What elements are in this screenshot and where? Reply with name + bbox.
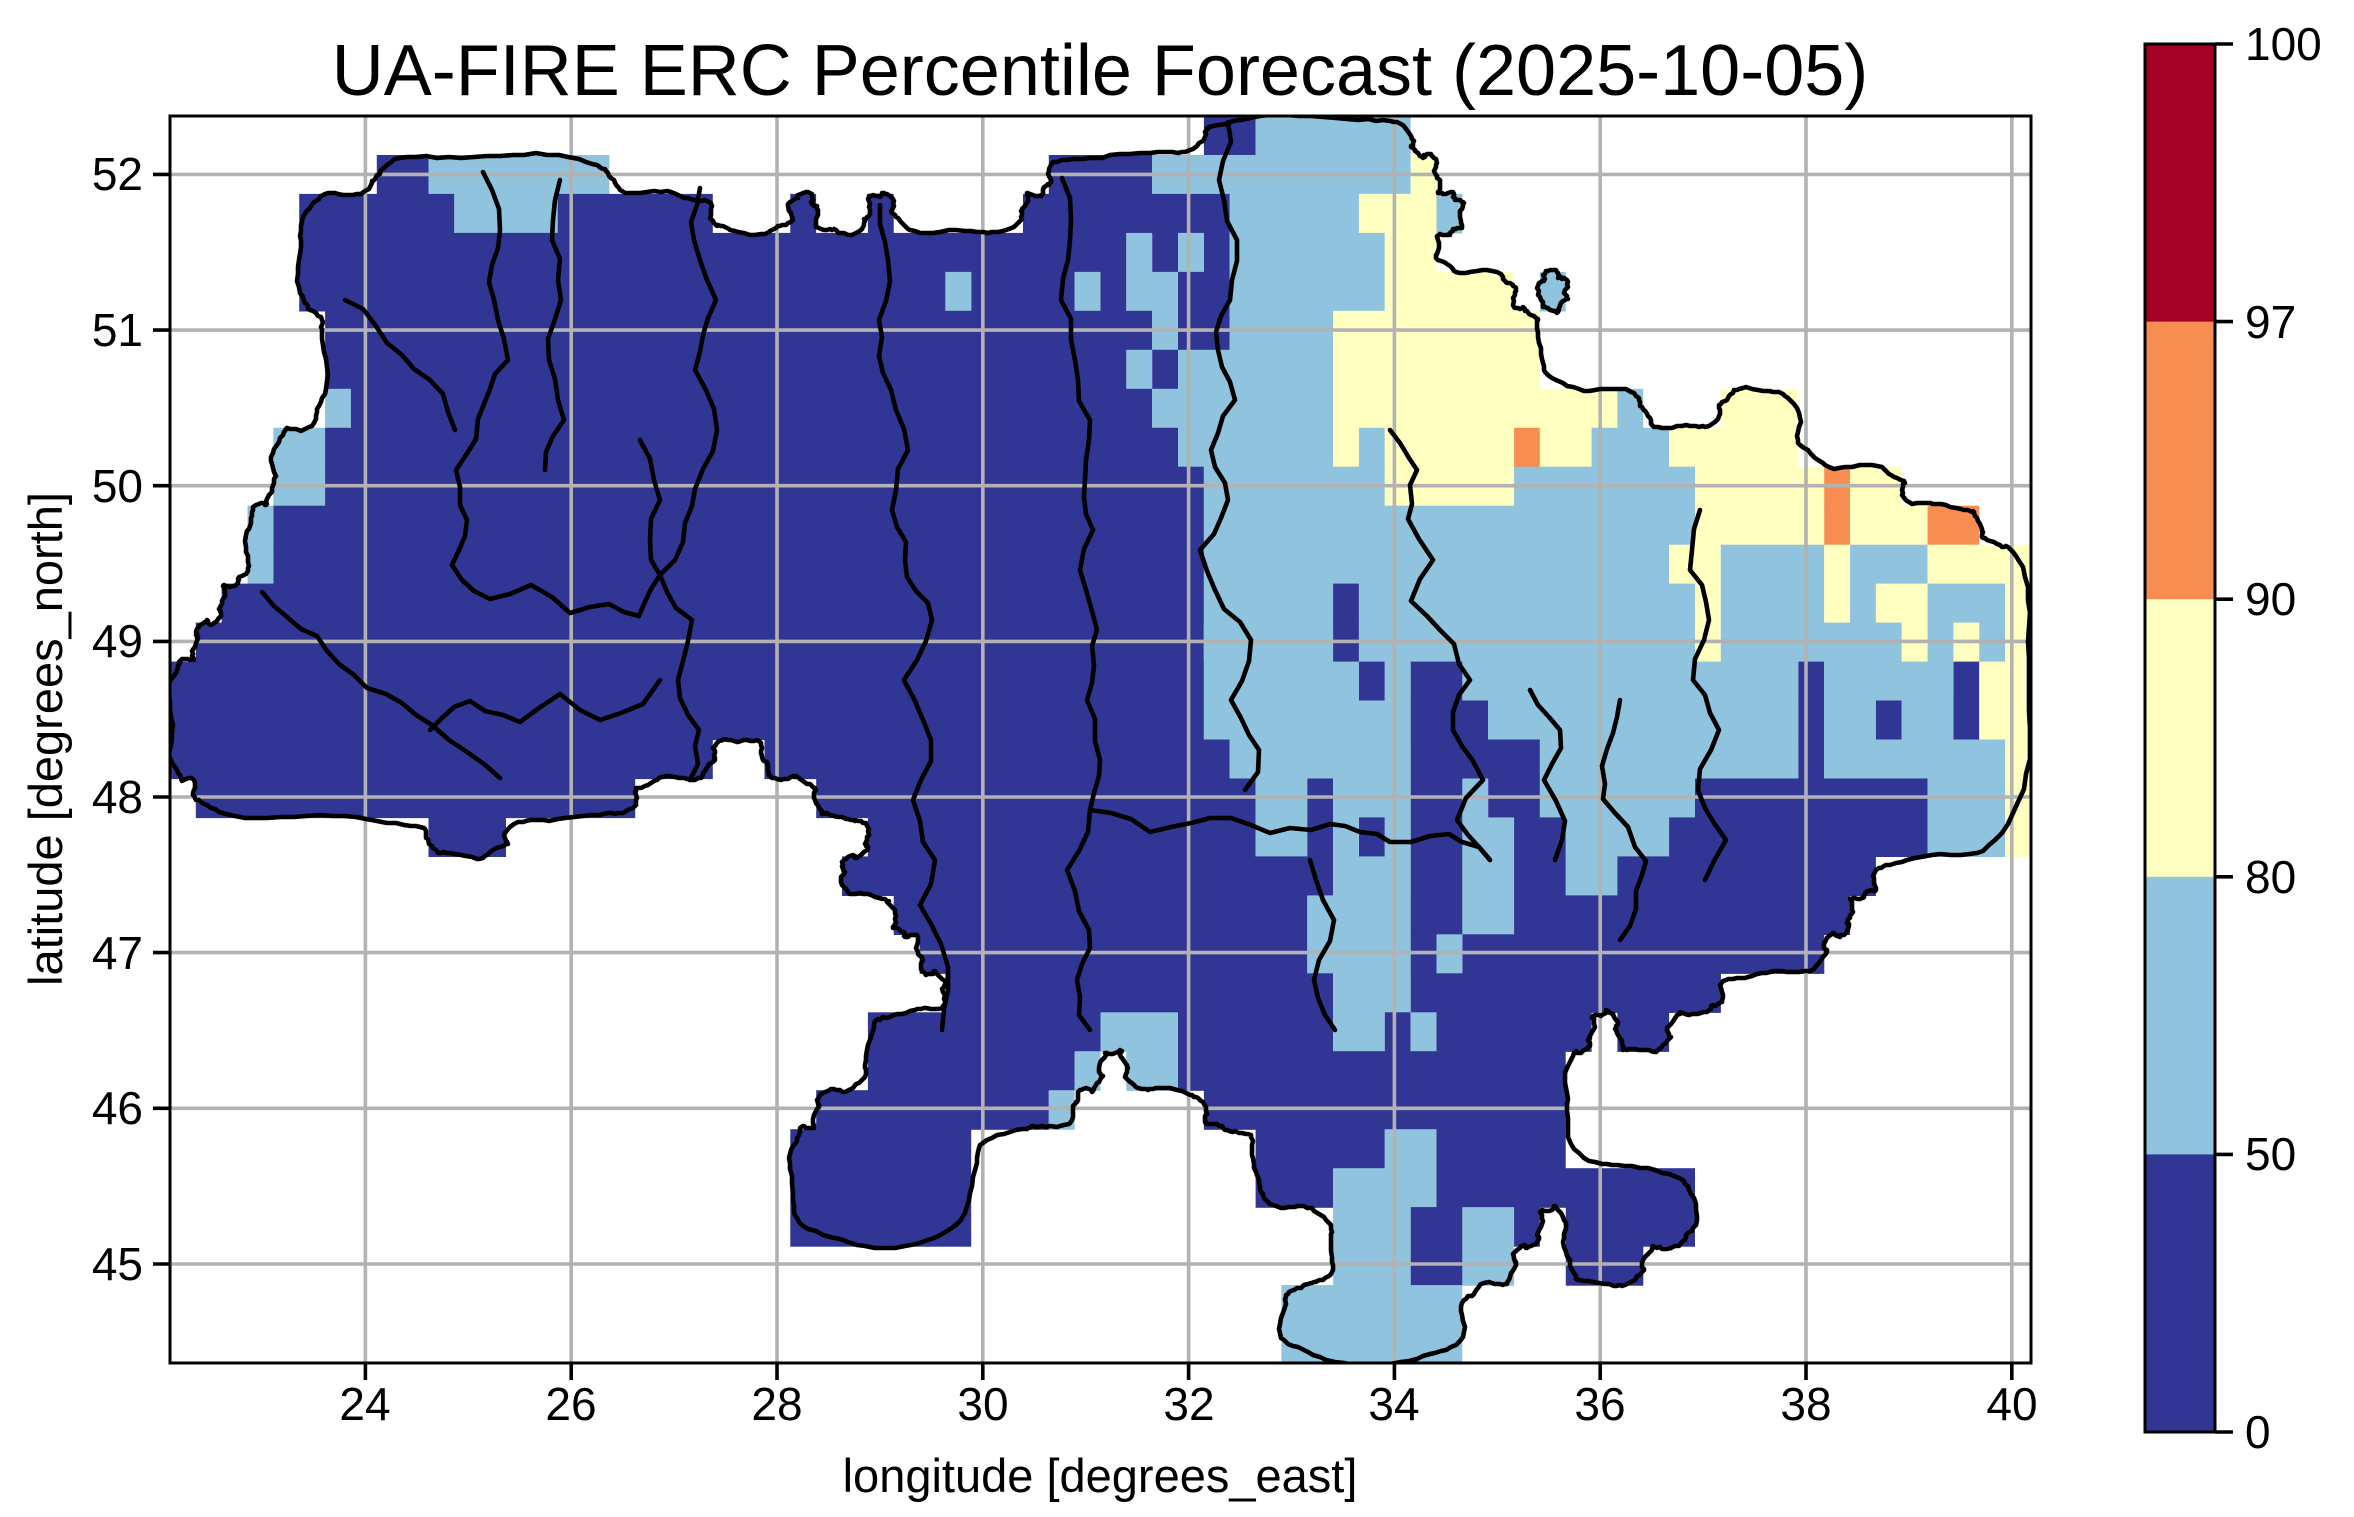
svg-text:30: 30	[957, 1378, 1008, 1430]
svg-text:0: 0	[2245, 1406, 2271, 1458]
svg-text:50: 50	[92, 460, 143, 512]
svg-text:34: 34	[1368, 1378, 1419, 1430]
svg-text:52: 52	[92, 148, 143, 200]
svg-text:50: 50	[2245, 1128, 2296, 1180]
svg-text:24: 24	[339, 1378, 390, 1430]
svg-text:80: 80	[2245, 851, 2296, 903]
svg-text:45: 45	[92, 1238, 143, 1290]
svg-text:100: 100	[2245, 18, 2322, 70]
svg-text:40: 40	[1986, 1378, 2037, 1430]
svg-text:46: 46	[92, 1082, 143, 1134]
svg-text:97: 97	[2245, 296, 2296, 348]
svg-text:32: 32	[1163, 1378, 1214, 1430]
svg-text:latitude [degrees_north]: latitude [degrees_north]	[19, 492, 72, 986]
svg-text:47: 47	[92, 927, 143, 979]
svg-text:28: 28	[751, 1378, 802, 1430]
svg-text:36: 36	[1574, 1378, 1625, 1430]
svg-text:longitude [degrees_east]: longitude [degrees_east]	[843, 1449, 1358, 1502]
svg-text:26: 26	[545, 1378, 596, 1430]
svg-text:48: 48	[92, 771, 143, 823]
svg-text:38: 38	[1780, 1378, 1831, 1430]
svg-text:90: 90	[2245, 573, 2296, 625]
svg-text:UA-FIRE ERC Percentile Forecas: UA-FIRE ERC Percentile Forecast (2025-10…	[332, 31, 1869, 111]
svg-text:51: 51	[92, 304, 143, 356]
svg-text:49: 49	[92, 615, 143, 667]
